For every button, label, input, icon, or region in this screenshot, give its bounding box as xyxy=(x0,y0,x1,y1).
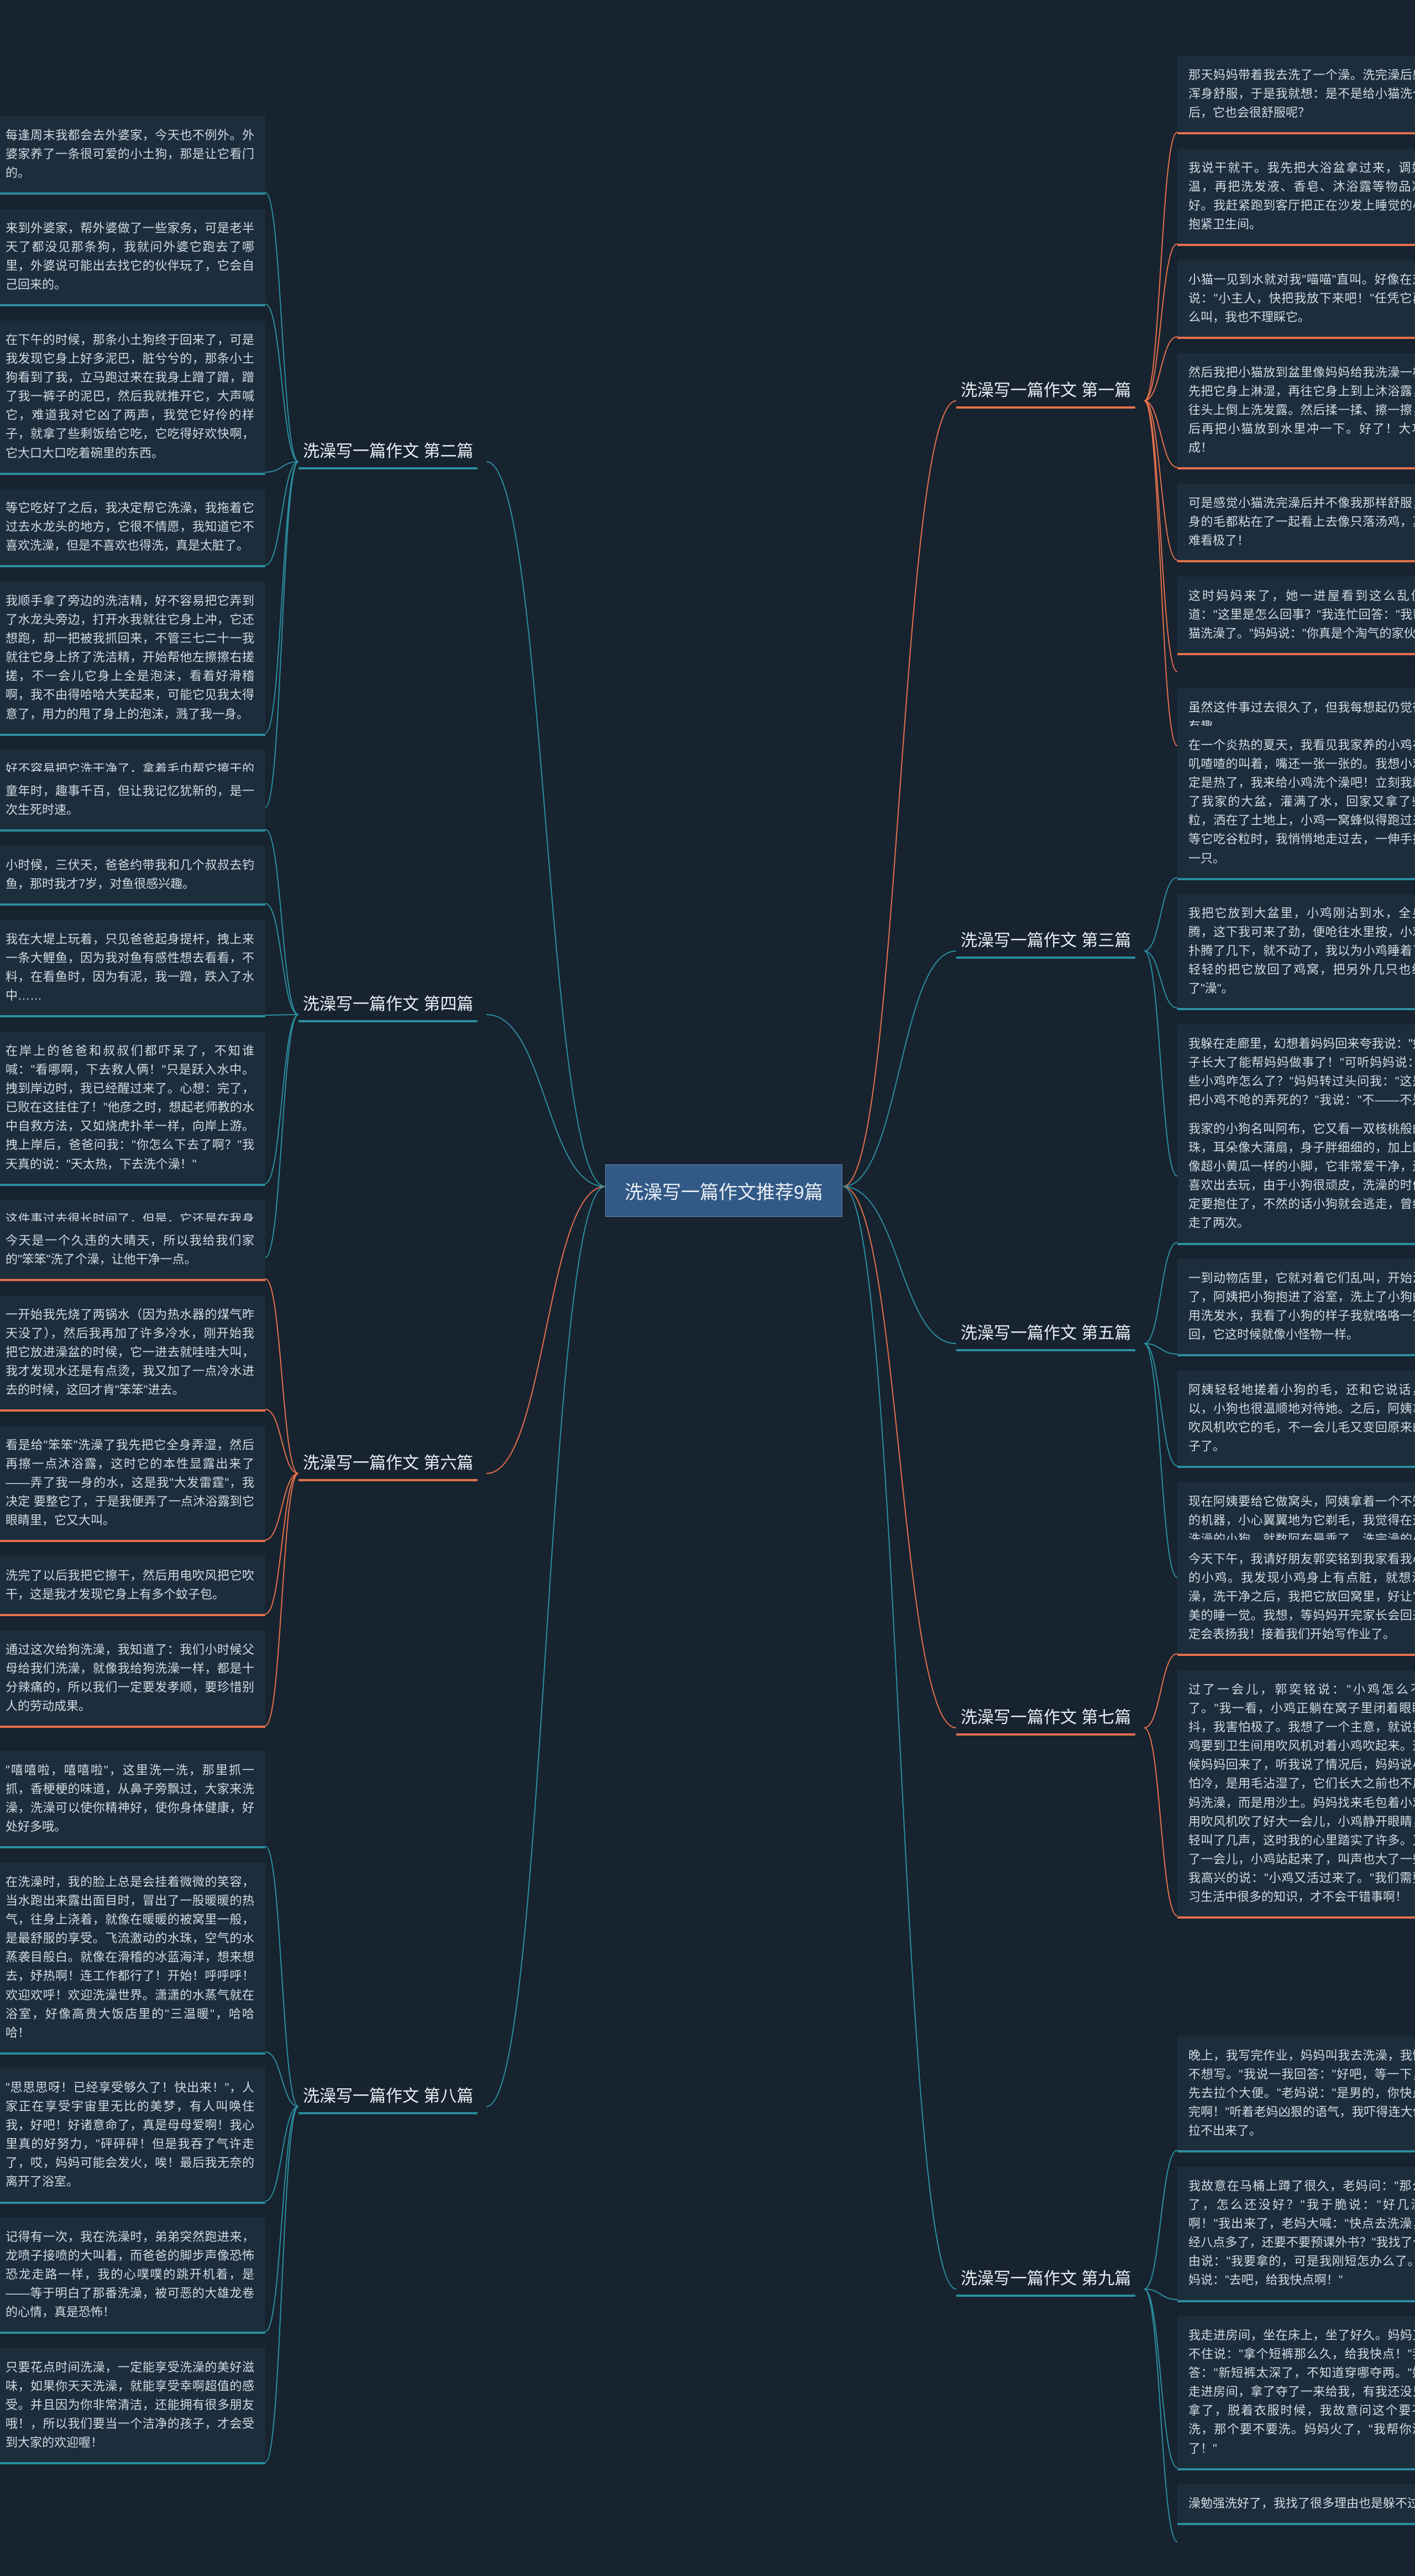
leaf-b6-4: 通过这次给狗洗澡，我知道了：我们小时候父母给我们洗澡，就像我给狗洗澡一样，都是十… xyxy=(0,1631,265,1728)
leaf-b1-0: 那天妈妈带着我去洗了一个澡。洗完澡后感觉浑身舒服，于是我就想：是不是给小猫洗个澡… xyxy=(1177,56,1415,134)
branch-b3[interactable]: 洗澡写一篇作文 第三篇 xyxy=(956,923,1135,959)
branch-b5[interactable]: 洗澡写一篇作文 第五篇 xyxy=(956,1316,1135,1351)
leaf-b2-0: 每逢周末我都会去外婆家，今天也不例外。外婆家养了一条很可爱的小土狗，那是让它看门… xyxy=(0,116,265,195)
leaf-b1-3: 然后我把小猫放到盆里像妈妈给我洗澡一样：先把它身上淋湿，再往它身上到上沐浴露，再… xyxy=(1177,353,1415,469)
leaf-b2-4: 我顺手拿了旁边的洗洁精，好不容易把它弄到了水龙头旁边，打开水我就往它身上冲，它还… xyxy=(0,582,265,736)
branch-b6[interactable]: 洗澡写一篇作文 第六篇 xyxy=(298,1446,478,1481)
leaf-b8-3: 记得有一次，我在洗澡时，弟弟突然跑进来，龙喷子接喷的大叫着，而爸爸的脚步声像恐怖… xyxy=(0,2218,265,2334)
leaf-b7-1: 过了一会儿，郭奕铭说："小鸡怎么不见了。"我一看，小鸡正躺在窝子里闭着眼睛发抖，… xyxy=(1177,1670,1415,1919)
leaf-b6-1: 一开始我先烧了两锅水（因为热水器的煤气昨天没了），然后我再加了许多冷水，刚开始我… xyxy=(0,1295,265,1412)
leaf-b8-2: "思思思呀！已经享受够久了！快出来！"，人家正在享受宇宙里无比的美梦，有人叫唤住… xyxy=(0,2068,265,2204)
leaf-b3-1: 我把它放到大盆里，小鸡刚沾到水，全身扑腾，这下我可来了劲，便呛往水里按，小鸡又扑… xyxy=(1177,894,1415,1010)
branch-b8[interactable]: 洗澡写一篇作文 第八篇 xyxy=(298,2079,478,2114)
branch-b2[interactable]: 洗澡写一篇作文 第二篇 xyxy=(298,434,478,469)
leaf-b9-2: 我走进房间，坐在床上，坐了好久。妈妈又忍不住说："拿个短裤那么久，给我快点！"我… xyxy=(1177,2316,1415,2470)
leaf-b6-3: 洗完了以后我把它擦干，然后用电吹风把它吹干，这是我才发现它身上有多个蚊子包。 xyxy=(0,1556,265,1616)
leaf-b1-1: 我说干就干。我先把大浴盆拿过来，调好水温，再把洗发液、香皂、沐浴露等物品准备好。… xyxy=(1177,149,1415,246)
leaf-b3-0: 在一个炎热的夏天，我看见我家养的小鸡在叽叽喳喳的叫着，嘴还一张一张的。我想小鸡一… xyxy=(1177,726,1415,880)
leaf-b5-2: 阿姨轻轻地搓着小狗的毛，还和它说话，所以，小狗也很温顺地对待她。之后，阿姨拿着吹… xyxy=(1177,1371,1415,1468)
leaf-b7-0: 今天下午，我请好朋友郭奕铭到我家看我心爱的小鸡。我发现小鸡身上有点脏，就想洗个澡… xyxy=(1177,1540,1415,1656)
leaf-b1-2: 小猫一见到水就对我"喵喵"直叫。好像在对我说："小主人，快把我放下来吧！"任凭它… xyxy=(1177,260,1415,339)
leaf-b9-0: 晚上，我写完作业，妈妈叫我去洗澡，我懒得不想写。"我说一我回答："好吧，等一下，… xyxy=(1177,2036,1415,2152)
branch-b4[interactable]: 洗澡写一篇作文 第四篇 xyxy=(298,987,478,1022)
leaf-b8-1: 在洗澡时，我的脸上总是会挂着微微的笑容，当水跑出来露出面目时，冒出了一股暖暖的热… xyxy=(0,1863,265,2055)
leaf-b6-2: 看是给"笨笨"洗澡了我先把它全身弄湿，然后再擦一点沐浴露，这时它的本性显露出来了… xyxy=(0,1426,265,1542)
leaf-b6-0: 今天是一个久违的大晴天，所以我给我们家的"笨笨"洗了个澡，让他干净一点。 xyxy=(0,1221,265,1281)
leaf-b5-0: 我家的小狗名叫阿布，它又看一双核桃般的眼珠，耳朵像大蒲扇，身子胖细细的，加上四只… xyxy=(1177,1110,1415,1245)
leaf-b2-1: 来到外婆家，帮外婆做了一些家务，可是老半天了都没见那条狗，我就问外婆它跑去了哪里… xyxy=(0,209,265,306)
branch-b1[interactable]: 洗澡写一篇作文 第一篇 xyxy=(956,373,1135,409)
leaf-b5-1: 一到动物店里，它就对着它们乱叫，开始洗澡了，阿姨把小狗抱进了浴室，洗上了小狗的专… xyxy=(1177,1259,1415,1356)
leaf-b4-0: 童年时，趣事千百，但让我记忆犹新的，是一次生死时速。 xyxy=(0,772,265,832)
leaf-b2-3: 等它吃好了之后，我决定帮它洗澡，我拖着它过去水龙头的地方，它很不情愿，我知道它不… xyxy=(0,489,265,567)
leaf-b8-0: "嘻嘻啦，嘻嘻啦"，这里洗一洗，那里抓一抓，香梗梗的味道，从鼻子旁飘过，大家来洗… xyxy=(0,1751,265,1848)
leaf-b1-4: 可是感觉小猫洗完澡后并不像我那样舒服，浑身的毛都粘在了一起看上去像只落汤鸡，真是… xyxy=(1177,484,1415,562)
leaf-b2-2: 在下午的时候，那条小土狗终于回来了，可是我发现它身上好多泥巴，脏兮兮的，那条小土… xyxy=(0,321,265,475)
leaf-b8-4: 只要花点时间洗澡，一定能享受洗澡的美好滋味，如果你天天洗澡，就能享受幸啊超值的感… xyxy=(0,2348,265,2464)
root-node[interactable]: 洗澡写一篇作文推荐9篇 xyxy=(605,1164,842,1217)
leaf-b1-5: 这时妈妈来了，她一进屋看到这么乱便问道："这里是怎么回事？"我连忙回答："我帮小… xyxy=(1177,577,1415,655)
leaf-b4-1: 小时候，三伏天，爸爸约带我和几个叔叔去钓鱼，那时我才7岁，对鱼很感兴趣。 xyxy=(0,846,265,906)
branch-b9[interactable]: 洗澡写一篇作文 第九篇 xyxy=(956,2261,1135,2297)
leaf-b9-1: 我故意在马桶上蹲了很久，老妈问："那么久了，怎么还没好？"我于脆说："好几没拉啊… xyxy=(1177,2167,1415,2302)
leaf-b4-2: 我在大堤上玩着，只见爸爸起身提杆，拽上来一条大鲤鱼，因为我对鱼有感性想去看看，不… xyxy=(0,920,265,1017)
leaf-b4-3: 在岸上的爸爸和叔叔们都吓呆了，不知谁喊："看哪啊，下去救人俩！"只是跃入水中。拽… xyxy=(0,1032,265,1186)
leaf-b9-3: 澡勉强洗好了，我找了很多理由也是躲不过。 xyxy=(1177,2484,1415,2525)
branch-b7[interactable]: 洗澡写一篇作文 第七篇 xyxy=(956,1700,1135,1736)
